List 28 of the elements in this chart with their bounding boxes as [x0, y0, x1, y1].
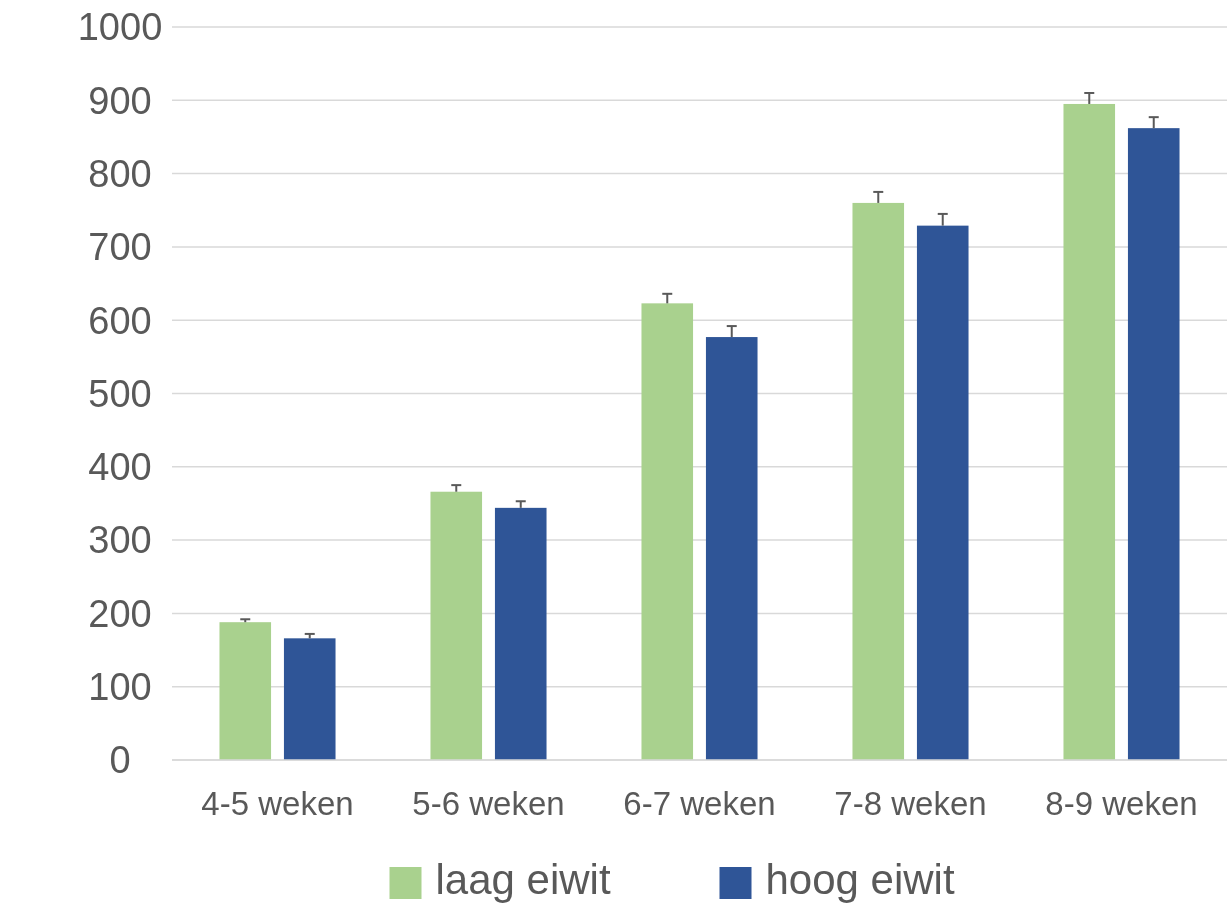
x-tick-label: 6-7 weken: [623, 785, 776, 822]
x-tick-label: 8-9 weken: [1045, 785, 1198, 822]
bar: [641, 303, 694, 760]
bar: [430, 491, 483, 760]
y-tick-label: 500: [88, 372, 152, 415]
x-tick-label: 4-5 weken: [201, 785, 354, 822]
bar: [852, 202, 905, 760]
y-tick-label: 300: [88, 519, 152, 562]
bar: [494, 507, 547, 760]
x-tick-label: 5-6 weken: [412, 785, 565, 822]
legend-label: hoog eiwit: [765, 856, 955, 904]
bar: [219, 622, 272, 760]
y-tick-label: 700: [88, 226, 152, 269]
y-tick-label: 800: [88, 152, 152, 195]
y-tick-label: 0: [109, 739, 131, 782]
y-tick-label: 200: [88, 592, 152, 635]
y-tick-label: 100: [88, 666, 152, 708]
bar: [283, 638, 336, 760]
bar: [916, 225, 969, 760]
y-tick-label: 600: [88, 299, 152, 342]
x-tick-label: 7-8 weken: [834, 785, 987, 822]
y-tick-label: 400: [88, 446, 152, 489]
bar: [1127, 128, 1180, 760]
bar: [1063, 103, 1116, 760]
y-tick-label: 900: [88, 79, 152, 122]
legend-label: laag eiwit: [435, 856, 611, 904]
bar: [705, 337, 758, 760]
y-tick-label: 1000: [77, 6, 163, 49]
